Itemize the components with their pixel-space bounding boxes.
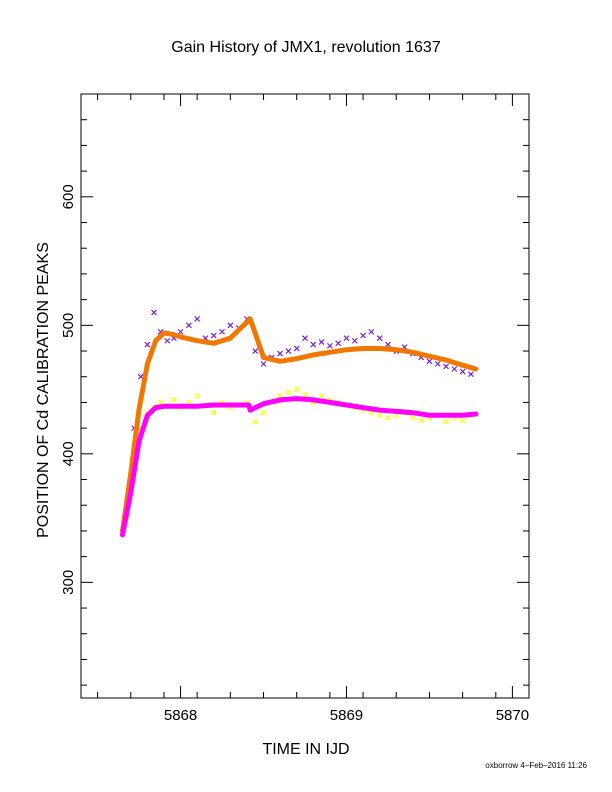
series-0-point	[326, 342, 333, 349]
series-0-point	[318, 339, 325, 345]
series-1-point	[443, 418, 449, 425]
series-0-point	[434, 360, 441, 367]
series-2-line	[120, 316, 479, 534]
series-0-point	[164, 337, 171, 344]
series-0-point	[368, 328, 375, 335]
series-1-point	[376, 412, 383, 419]
series-1-point	[459, 417, 466, 424]
plot-area-frame	[80, 93, 530, 699]
series-1-point	[409, 414, 416, 421]
series-0-point	[310, 341, 317, 348]
series-3-line	[120, 396, 479, 538]
series-0-point	[151, 309, 157, 316]
series-1-point	[210, 409, 217, 416]
series-0-point	[385, 341, 391, 348]
y-axis-label: POSITION OF Cd CALIBRATION PEAKS	[35, 242, 52, 538]
series-0-point	[443, 363, 449, 370]
axis-ticks: 5868 5869 5870 300 400 500 600	[60, 94, 529, 724]
series-0-point	[219, 328, 225, 335]
series-0-point	[260, 360, 267, 367]
x-tick-label: 5870	[496, 707, 529, 724]
x-axis-label: TIME IN IJD	[262, 741, 349, 758]
series-1-point	[418, 417, 425, 424]
y-tick-label: 500	[60, 313, 77, 338]
series-1-point	[252, 418, 259, 425]
series-1-point	[302, 391, 308, 398]
y-tick-label: 400	[60, 441, 77, 466]
series-0-point	[451, 366, 458, 372]
series-0-point	[468, 371, 474, 378]
series-0-point	[194, 315, 201, 322]
series-0-point	[426, 358, 433, 365]
series-0-point	[144, 341, 151, 348]
series-0-point	[351, 337, 358, 344]
y-tick-label: 300	[60, 570, 77, 595]
series-0-point	[185, 322, 192, 329]
series-1-point	[260, 409, 267, 416]
series-1-point	[318, 393, 325, 399]
series-0-point	[177, 328, 184, 335]
series-0-point	[360, 332, 366, 339]
y-tick-label: 600	[60, 184, 77, 209]
x-tick-label: 5869	[330, 707, 363, 724]
series-0-point	[227, 322, 234, 329]
footer-credit: oxborrow 4–Feb–2016 11:26	[485, 761, 587, 770]
series-0-point	[302, 335, 308, 342]
series-0-point	[343, 335, 350, 342]
series-1-point	[194, 393, 201, 399]
series-0-point	[210, 332, 217, 339]
series-0-point	[459, 368, 466, 375]
series-0-point	[252, 348, 259, 354]
series-1-point	[170, 396, 177, 403]
series-0-point	[335, 340, 342, 347]
x-tick-label: 5868	[164, 707, 197, 724]
series-0-point	[293, 345, 300, 352]
series-0-point	[277, 350, 284, 357]
series-1-point	[293, 386, 300, 393]
series-0-point	[376, 335, 383, 342]
series-group	[120, 309, 479, 538]
chart-title: Gain History of JMX1, revolution 1637	[171, 39, 441, 56]
series-1-point	[285, 389, 292, 396]
series-0-point	[285, 348, 292, 354]
series-1-point	[385, 414, 391, 421]
